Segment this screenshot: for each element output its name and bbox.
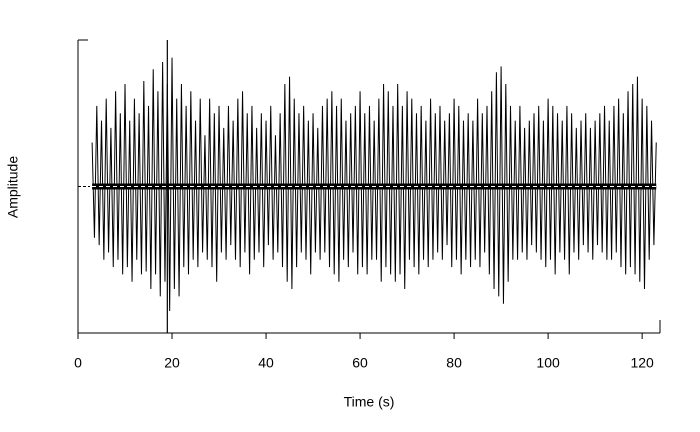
y-axis-label: Amplitude: [5, 156, 21, 218]
x-tick-label: 20: [164, 355, 180, 371]
x-tick-label: 0: [74, 355, 82, 371]
waveform: [91, 57, 657, 312]
x-axis-label: Time (s): [344, 394, 395, 410]
x-tick-label: 60: [352, 355, 368, 371]
x-tick-label: 100: [536, 355, 560, 371]
x-tick-label: 80: [446, 355, 462, 371]
x-tick-label: 120: [630, 355, 654, 371]
x-tick-label: 40: [258, 355, 274, 371]
